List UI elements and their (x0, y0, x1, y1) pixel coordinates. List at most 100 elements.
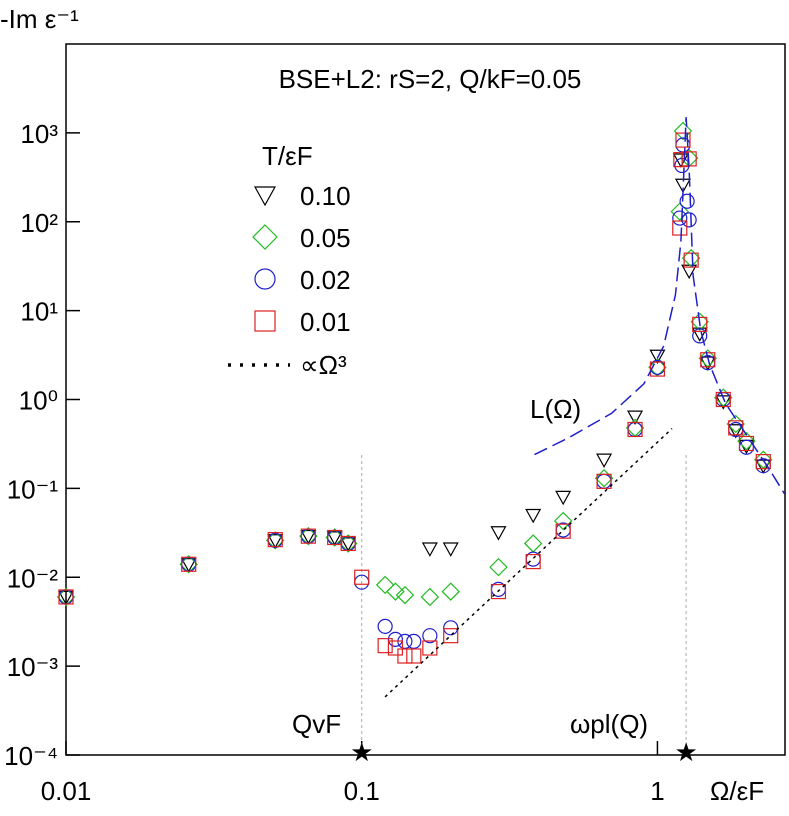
marker (338, 534, 358, 553)
marker (737, 431, 756, 451)
y-tick-label: 10³ (20, 119, 58, 149)
marker (649, 361, 666, 377)
marker (691, 327, 708, 342)
marker (340, 537, 357, 552)
marker (180, 558, 197, 573)
marker (422, 628, 438, 644)
marker (377, 618, 393, 634)
plot-frame (65, 43, 786, 756)
marker (420, 587, 440, 607)
marker (681, 212, 697, 228)
marker (670, 202, 690, 221)
marker (443, 620, 459, 636)
y-axis-label: -Im ε⁻¹ (0, 4, 79, 34)
marker (377, 638, 393, 654)
marker (690, 312, 709, 331)
y-tick-label: 10⁻¹ (7, 474, 59, 504)
y-tick-label: 10⁻² (7, 563, 59, 593)
legend-label: 0.02 (300, 265, 351, 295)
marker (397, 648, 413, 664)
marker (683, 252, 699, 268)
annotation: ωpl(Q) (570, 709, 648, 739)
marker (300, 528, 316, 544)
legend-label: 0.10 (300, 181, 351, 211)
x-axis-label: Ω/εF (710, 776, 764, 806)
x-tick-label: 1 (650, 776, 664, 806)
marker (679, 193, 695, 209)
marker (325, 528, 344, 547)
marker (692, 328, 708, 344)
marker (267, 534, 284, 549)
marker (300, 529, 317, 545)
y-tick-label: 10¹ (20, 297, 58, 327)
y-tick-label: 10² (20, 208, 58, 238)
star-marker: ★ (350, 737, 373, 767)
chart-title: BSE+L2: rS=2, Q/kF=0.05 (279, 64, 582, 94)
marker (673, 121, 693, 141)
marker (181, 556, 197, 572)
marker (267, 532, 283, 548)
marker (715, 391, 731, 408)
marker (555, 490, 572, 506)
legend-label: 0.01 (300, 307, 351, 337)
legend-symbol (252, 224, 278, 250)
marker (443, 628, 459, 644)
marker (675, 132, 691, 148)
marker (755, 454, 771, 470)
marker (300, 528, 316, 544)
marker (442, 542, 459, 557)
marker (375, 575, 395, 595)
marker (387, 631, 404, 647)
marker (56, 587, 76, 607)
marker (649, 349, 666, 365)
marker (596, 453, 613, 468)
y-tick-label: 10⁰ (19, 386, 58, 416)
annotation: QvF (292, 709, 341, 739)
marker (627, 421, 643, 438)
marker (594, 468, 614, 488)
marker (700, 352, 716, 368)
marker (490, 526, 507, 541)
legend-symbol (253, 186, 277, 207)
marker (490, 583, 507, 600)
marker (340, 535, 356, 552)
marker (672, 220, 688, 236)
marker (267, 532, 283, 548)
curve (384, 428, 673, 698)
x-tick-label: 0.01 (41, 776, 92, 806)
marker (681, 248, 701, 268)
marker (525, 508, 542, 524)
marker (441, 582, 460, 601)
y-tick-label: 10⁻⁴ (4, 741, 58, 771)
marker (553, 511, 573, 531)
marker (672, 153, 689, 168)
marker (489, 557, 508, 577)
marker (327, 529, 343, 546)
legend-symbol (254, 310, 276, 332)
marker (672, 210, 688, 226)
marker (181, 556, 197, 572)
marker (395, 585, 415, 605)
marker (627, 410, 644, 425)
marker (354, 569, 370, 585)
marker (387, 640, 404, 656)
star-marker: ★ (674, 737, 697, 767)
marker (406, 648, 422, 664)
marker (58, 589, 74, 605)
annotation: L(Ω) (530, 394, 581, 424)
marker (57, 590, 75, 606)
x-tick-label: 0.1 (344, 776, 380, 806)
y-tick-label: 10⁻³ (7, 652, 59, 682)
marker (406, 633, 422, 649)
marker (728, 420, 744, 436)
marker (523, 534, 543, 553)
legend-label: ∝Ω³ (300, 350, 347, 380)
marker (299, 526, 318, 546)
marker (738, 435, 755, 452)
marker (727, 424, 744, 439)
legend-title: T/εF (262, 141, 313, 171)
marker (596, 473, 612, 489)
marker (265, 531, 285, 550)
marker (179, 555, 198, 574)
